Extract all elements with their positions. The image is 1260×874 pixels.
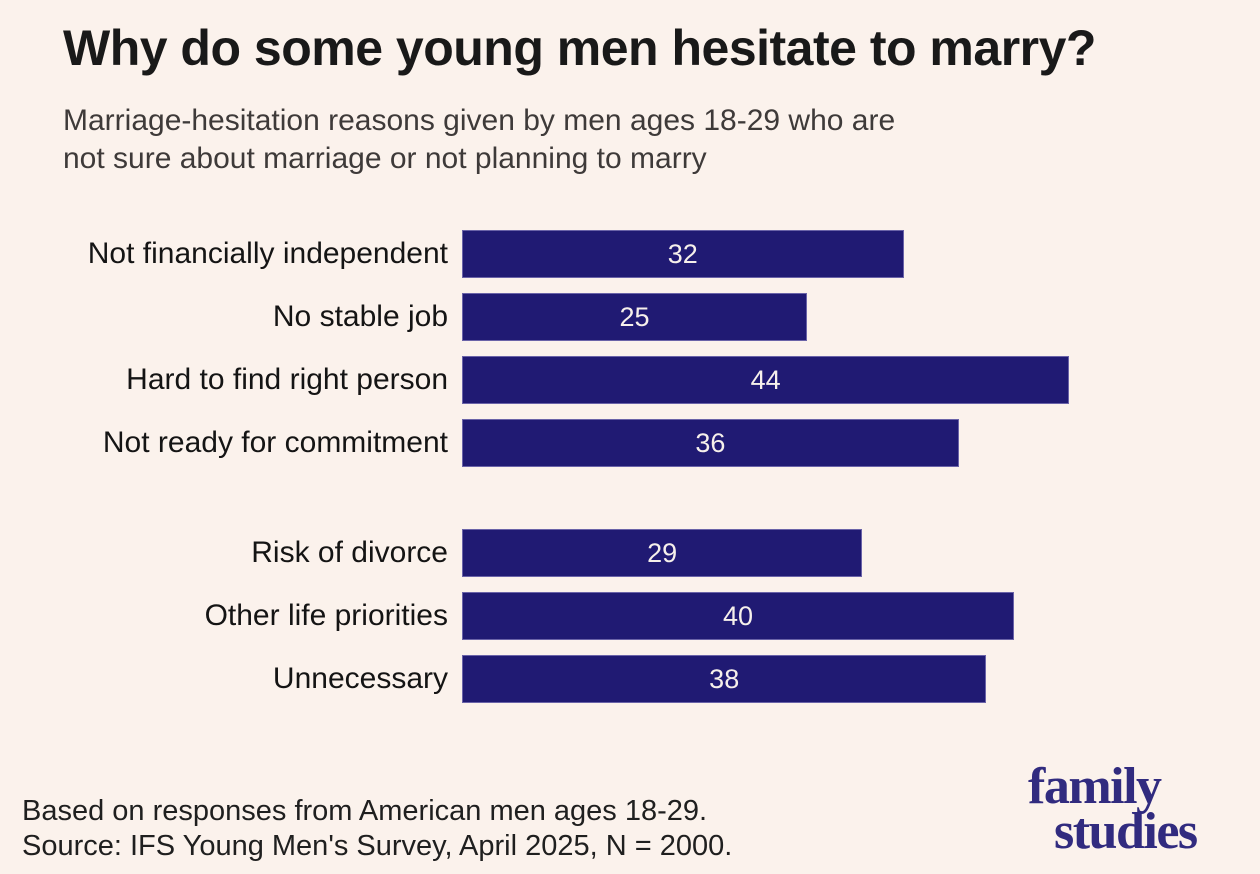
chart-row-not-ready-for-commitment: Not ready for commitment 36	[0, 419, 1260, 467]
chart-row-risk-of-divorce: Risk of divorce 29	[0, 529, 1260, 577]
bar-value-label: 29	[647, 537, 678, 568]
source-note: Based on responses from American men age…	[22, 794, 732, 864]
bar-value-label: 32	[667, 238, 698, 269]
bar-value-label: 38	[709, 663, 740, 694]
bar-track: 44	[462, 356, 1260, 404]
bar-value-label: 40	[722, 600, 754, 631]
bar-risk-of-divorce: 29	[462, 529, 863, 577]
bar-not-financially-independent: 32	[462, 230, 904, 278]
page-title: Why do some young men hesitate to marry?	[63, 20, 1096, 76]
chart-row-other-life-priorities: Other life priorities 40	[0, 592, 1260, 640]
category-label: No stable job	[272, 300, 448, 333]
chart-row-unnecessary: Unnecessary 38	[0, 655, 1260, 703]
bar-track: 29	[462, 529, 1260, 577]
bar-track: 38	[462, 655, 1260, 703]
bar-track: 25	[462, 293, 1260, 341]
bar-other-life-priorities: 40	[462, 592, 1014, 640]
bar-no-stable-job: 25	[462, 293, 807, 341]
category-label: Not financially independent	[87, 237, 448, 270]
bar-unnecessary: 38	[462, 655, 987, 703]
bar-track: 32	[462, 230, 1260, 278]
bar-value-label: 25	[619, 301, 650, 332]
source-note-line1: Based on responses from American men age…	[22, 795, 708, 827]
category-label: Hard to find right person	[126, 363, 448, 396]
category-label: Other life priorities	[204, 599, 448, 632]
bar-chart: Not financially independent 32 No stable…	[0, 230, 1260, 718]
bar-value-label: 44	[750, 364, 781, 395]
chart-row-no-stable-job: No stable job 25	[0, 293, 1260, 341]
chart-row-hard-to-find-right-person: Hard to find right person 44	[0, 356, 1260, 404]
chart-subtitle-line2: not sure about marriage or not planning …	[63, 142, 707, 175]
logo-word-studies: studies	[1054, 803, 1198, 860]
logo-word-family: family	[1028, 758, 1162, 815]
category-label: Risk of divorce	[251, 536, 448, 569]
bar-hard-to-find-right-person: 44	[462, 356, 1070, 404]
family-studies-logo: family studies	[1028, 758, 1198, 860]
bar-not-ready-for-commitment: 36	[462, 419, 959, 467]
chart-subtitle-line1: Marriage-hesitation reasons given by men…	[63, 104, 896, 137]
chart-row-not-financially-independent: Not financially independent 32	[0, 230, 1260, 278]
source-note-line2: Source: IFS Young Men's Survey, April 20…	[22, 830, 733, 862]
category-label: Not ready for commitment	[102, 426, 448, 459]
category-label: Unnecessary	[272, 662, 448, 695]
bar-track: 36	[462, 419, 1260, 467]
bar-track: 40	[462, 592, 1260, 640]
bar-value-label: 36	[695, 427, 726, 458]
chart-subtitle: Marriage-hesitation reasons given by men…	[63, 102, 895, 178]
